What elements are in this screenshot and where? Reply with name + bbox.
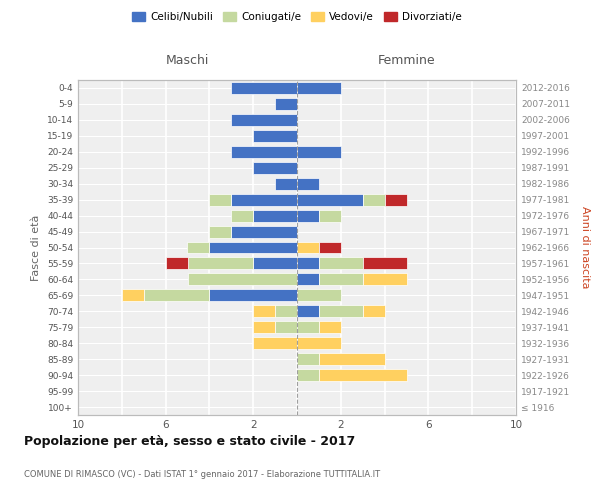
Bar: [319, 353, 385, 365]
Bar: [188, 258, 253, 270]
Bar: [253, 258, 297, 270]
Text: Maschi: Maschi: [166, 54, 209, 68]
Text: Femmine: Femmine: [377, 54, 436, 68]
Bar: [297, 242, 319, 254]
Bar: [297, 306, 319, 318]
Bar: [232, 146, 297, 158]
Bar: [253, 306, 275, 318]
Bar: [297, 353, 319, 365]
Text: COMUNE DI RIMASCO (VC) - Dati ISTAT 1° gennaio 2017 - Elaborazione TUTTITALIA.IT: COMUNE DI RIMASCO (VC) - Dati ISTAT 1° g…: [24, 470, 380, 479]
Bar: [232, 226, 297, 237]
Bar: [319, 369, 407, 381]
Bar: [297, 210, 319, 222]
Bar: [209, 290, 297, 302]
Bar: [297, 146, 341, 158]
Bar: [319, 258, 363, 270]
Bar: [144, 290, 209, 302]
Bar: [275, 322, 297, 333]
Text: Popolazione per età, sesso e stato civile - 2017: Popolazione per età, sesso e stato civil…: [24, 435, 355, 448]
Bar: [297, 82, 341, 94]
Bar: [297, 258, 319, 270]
Bar: [188, 242, 209, 254]
Bar: [319, 274, 363, 285]
Bar: [209, 194, 232, 205]
Bar: [363, 306, 385, 318]
Bar: [232, 194, 297, 205]
Bar: [363, 274, 407, 285]
Bar: [253, 130, 297, 142]
Bar: [297, 194, 363, 205]
Bar: [319, 210, 341, 222]
Bar: [232, 114, 297, 126]
Bar: [297, 290, 341, 302]
Bar: [232, 82, 297, 94]
Y-axis label: Anni di nascita: Anni di nascita: [580, 206, 590, 288]
Bar: [275, 306, 297, 318]
Bar: [385, 194, 407, 205]
Bar: [297, 337, 341, 349]
Bar: [297, 322, 319, 333]
Bar: [297, 369, 319, 381]
Bar: [297, 274, 319, 285]
Bar: [297, 178, 319, 190]
Legend: Celibi/Nubili, Coniugati/e, Vedovi/e, Divorziati/e: Celibi/Nubili, Coniugati/e, Vedovi/e, Di…: [132, 12, 462, 22]
Bar: [209, 242, 297, 254]
Bar: [188, 274, 297, 285]
Bar: [275, 178, 297, 190]
Bar: [363, 258, 407, 270]
Bar: [319, 242, 341, 254]
Bar: [209, 226, 232, 237]
Bar: [253, 322, 275, 333]
Bar: [275, 98, 297, 110]
Bar: [122, 290, 144, 302]
Bar: [166, 258, 188, 270]
Bar: [253, 337, 297, 349]
Bar: [319, 322, 341, 333]
Y-axis label: Fasce di età: Fasce di età: [31, 214, 41, 280]
Bar: [319, 306, 363, 318]
Bar: [232, 210, 253, 222]
Bar: [253, 162, 297, 173]
Bar: [363, 194, 385, 205]
Bar: [253, 210, 297, 222]
